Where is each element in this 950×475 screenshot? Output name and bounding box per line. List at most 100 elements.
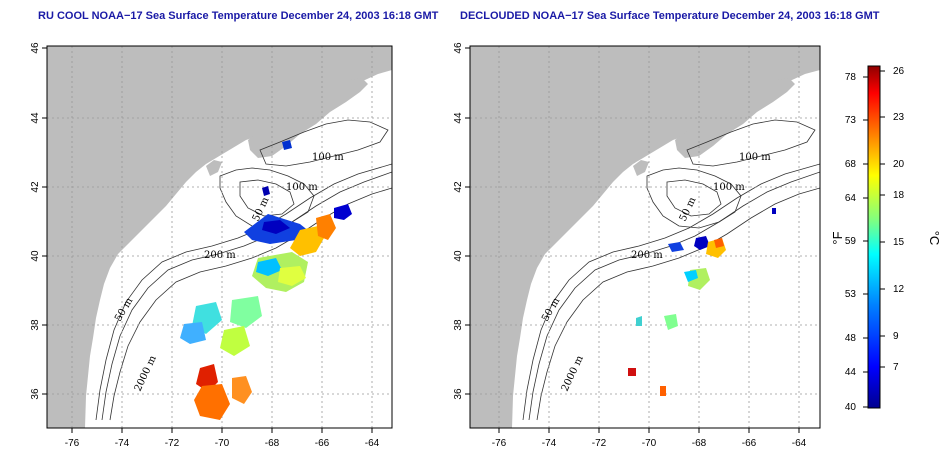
sst-pixels-raw [180,140,352,420]
lat-tick-label: 38 [30,319,47,331]
celsius-tick-label: 23 [880,112,905,123]
svg-text:44: 44 [453,112,464,124]
fahrenheit-tick-label: 64 [845,193,868,204]
celsius-tick-label: 26 [880,66,905,77]
svg-text:-72: -72 [592,438,607,449]
lat-tick-label: 46 [30,42,47,54]
lat-tick-label: 46 [453,42,470,54]
lat-tick-label: 44 [30,112,47,124]
lon-tick-label: -74 [542,428,557,449]
svg-text:-64: -64 [792,438,807,449]
land-cape-cod [633,160,649,176]
lon-tick-label: -72 [592,428,607,449]
contour-label: 100 m [713,182,745,193]
svg-text:7: 7 [893,362,899,373]
svg-text:-70: -70 [215,438,230,449]
lon-tick-label: -68 [692,428,707,449]
fahrenheit-tick-label: 53 [845,289,868,300]
panel-title-right: DECLOUDED NOAA−17 Sea Surface Temperatur… [460,10,880,22]
svg-text:38: 38 [453,319,464,331]
lon-tick-label: -72 [165,428,180,449]
svg-text:42: 42 [453,181,464,193]
lat-tick-label: 36 [453,388,470,400]
svg-text:-68: -68 [265,438,280,449]
celsius-tick-label: 15 [880,237,905,248]
svg-text:12: 12 [893,284,905,295]
land-mass [47,46,392,428]
contour-label: 200 m [631,250,663,261]
svg-text:53: 53 [845,289,857,300]
contour-label: 100 m [312,152,344,163]
svg-text:38: 38 [30,319,41,331]
x-axis-right: -76 -74 -72 -70 -68 -66 -64 [492,428,807,449]
contour-label: 100 m [286,182,318,193]
fahrenheit-unit-label: °F [830,231,845,244]
lat-tick-label: 36 [30,388,47,400]
celsius-tick-label: 20 [880,159,905,170]
svg-text:73: 73 [845,115,857,126]
svg-text:18: 18 [893,190,905,201]
svg-text:40: 40 [453,250,464,262]
svg-text:23: 23 [893,112,905,123]
celsius-unit-label: °C [927,231,942,246]
svg-text:46: 46 [30,42,41,54]
lon-tick-label: -76 [492,428,507,449]
grid-lines [470,46,820,428]
svg-text:68: 68 [845,159,857,170]
fahrenheit-tick-label: 78 [845,72,868,83]
colorbar-fahrenheit-ticks: 78 73 68 64 59 53 48 44 40 [845,72,868,413]
lon-tick-label: -74 [115,428,130,449]
svg-text:36: 36 [30,388,41,400]
svg-text:-76: -76 [65,438,80,449]
fahrenheit-tick-label: 40 [845,402,868,413]
svg-text:40: 40 [845,402,857,413]
map-panel-declouded: 46 44 42 40 38 36 -76 -74 -72 -70 -68 -6… [453,42,821,449]
land-cape-cod [206,160,222,176]
panel-title-left: RU COOL NOAA−17 Sea Surface Temperature … [38,10,439,22]
y-axis-right: 46 44 42 40 38 36 [453,42,470,400]
svg-text:-68: -68 [692,438,707,449]
svg-text:59: 59 [845,236,857,247]
celsius-tick-label: 18 [880,190,905,201]
svg-text:36: 36 [453,388,464,400]
svg-text:9: 9 [893,331,899,342]
x-axis-left: -76 -74 -72 -70 -68 -66 -64 [65,428,380,449]
colorbar-celsius-ticks: 26 23 20 18 15 12 9 7 [880,66,905,373]
sst-pixels-declouded [628,208,776,396]
svg-text:42: 42 [30,181,41,193]
lon-tick-label: -64 [792,428,807,449]
lat-tick-label: 42 [453,181,470,193]
fahrenheit-tick-label: 44 [845,367,868,378]
lat-tick-label: 44 [453,112,470,124]
colorbar: 78 73 68 64 59 53 48 44 40 26 23 20 18 1… [830,65,942,413]
svg-text:78: 78 [845,72,857,83]
svg-text:-74: -74 [115,438,130,449]
svg-text:-66: -66 [742,438,757,449]
svg-text:15: 15 [893,237,905,248]
celsius-tick-label: 12 [880,284,905,295]
celsius-tick-label: 7 [880,362,899,373]
lon-tick-label: -64 [365,428,380,449]
svg-text:44: 44 [845,367,857,378]
lon-tick-label: -66 [742,428,757,449]
lat-tick-label: 42 [30,181,47,193]
map-panel-raw: 46 44 42 40 38 36 -76 -74 -72 -70 -68 -6… [30,42,393,449]
lon-tick-label: -70 [642,428,657,449]
svg-text:-74: -74 [542,438,557,449]
fahrenheit-tick-label: 48 [845,333,868,344]
svg-text:-70: -70 [642,438,657,449]
fahrenheit-tick-label: 68 [845,159,868,170]
bathymetry-contours [522,119,820,421]
svg-text:64: 64 [845,193,857,204]
fahrenheit-tick-label: 73 [845,115,868,126]
lat-tick-label: 40 [30,250,47,262]
svg-text:-66: -66 [315,438,330,449]
contour-label: 200 m [204,250,236,261]
lon-tick-label: -70 [215,428,230,449]
lat-tick-label: 38 [453,319,470,331]
y-axis-left: 46 44 42 40 38 36 [30,42,47,400]
svg-text:-76: -76 [492,438,507,449]
svg-text:48: 48 [845,333,857,344]
svg-text:-72: -72 [165,438,180,449]
